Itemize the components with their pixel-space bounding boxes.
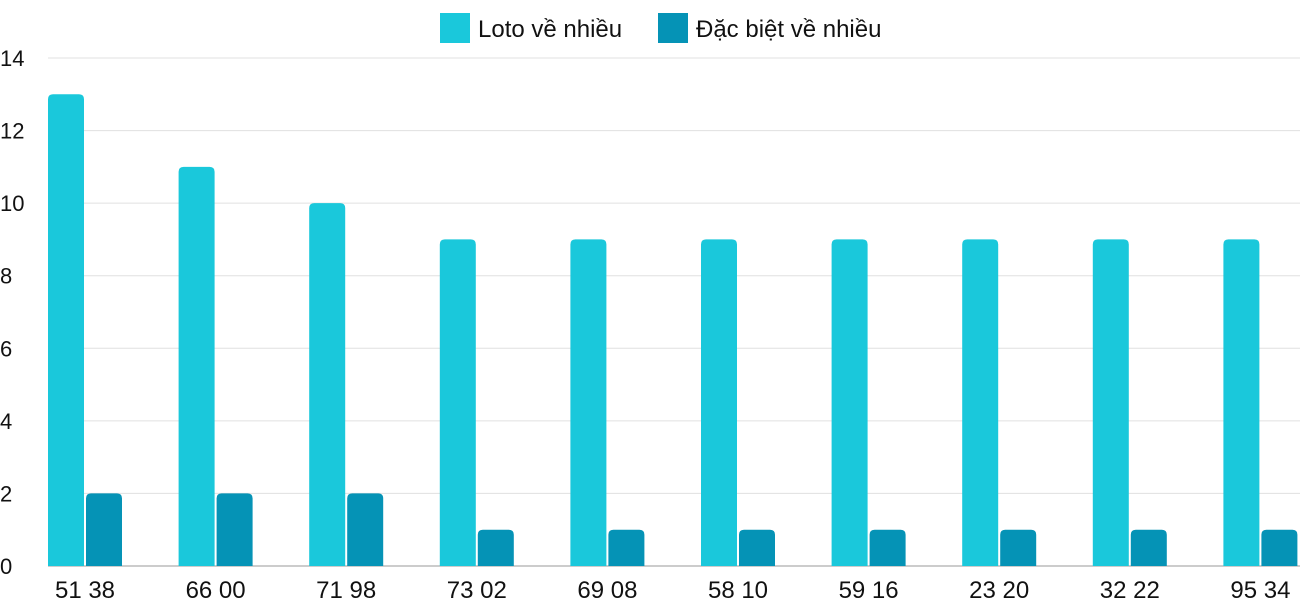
legend-swatch	[440, 13, 470, 43]
bar-dac-biet	[1130, 529, 1167, 566]
y-tick-label: 6	[0, 336, 12, 361]
bar-loto	[439, 239, 476, 566]
bar-loto	[178, 166, 215, 566]
y-tick-label: 14	[0, 46, 24, 71]
y-axis: 0 2 4 6 8 10 12 14	[0, 46, 24, 579]
bar-dac-biet	[1000, 529, 1037, 566]
x-tick-label: 66 00	[186, 577, 246, 600]
bar-loto	[831, 239, 868, 566]
gridlines	[48, 57, 1300, 567]
x-tick-label: 73 02	[447, 577, 507, 600]
y-tick-label: 10	[0, 191, 24, 216]
x-tick-label: 23 20	[969, 577, 1029, 600]
legend-swatch	[658, 13, 688, 43]
x-tick-label: 71 98	[316, 577, 376, 600]
x-tick-label: 51 38	[55, 577, 115, 600]
bar-loto	[570, 239, 607, 566]
bar-dac-biet	[608, 529, 645, 566]
y-tick-label: 12	[0, 119, 24, 144]
x-tick-label: 95 34	[1230, 577, 1290, 600]
bar-loto	[962, 239, 999, 566]
x-tick-label: 59 16	[839, 577, 899, 600]
y-tick-label: 0	[0, 554, 12, 579]
bar-loto	[701, 239, 737, 566]
bar-loto	[1223, 239, 1260, 566]
y-tick-label: 4	[0, 409, 12, 434]
y-tick-label: 2	[0, 481, 12, 506]
bar-dac-biet	[216, 493, 253, 566]
legend-label: Loto về nhiều	[478, 16, 622, 43]
bar-loto	[309, 203, 346, 566]
y-tick-label: 8	[0, 264, 12, 289]
bar-dac-biet	[869, 529, 906, 566]
bar-dac-biet	[477, 529, 514, 566]
bar-dac-biet	[347, 493, 384, 566]
bars	[48, 94, 1298, 567]
x-tick-label: 69 08	[577, 577, 637, 600]
bar-dac-biet	[1261, 529, 1298, 566]
bar-dac-biet	[739, 529, 775, 566]
x-tick-label: 32 22	[1100, 577, 1160, 600]
bar-loto	[1092, 239, 1129, 566]
legend: Loto về nhiều Đặc biệt về nhiều	[440, 13, 881, 43]
x-tick-label: 58 10	[708, 577, 768, 600]
x-axis: 51 38 66 00 71 98 73 02 69 08 58 10 59 16 23 20…	[55, 577, 1290, 604]
legend-label: Đặc biệt về nhiều	[696, 16, 881, 43]
bar-loto	[48, 94, 84, 567]
bar-dac-biet	[86, 493, 122, 566]
